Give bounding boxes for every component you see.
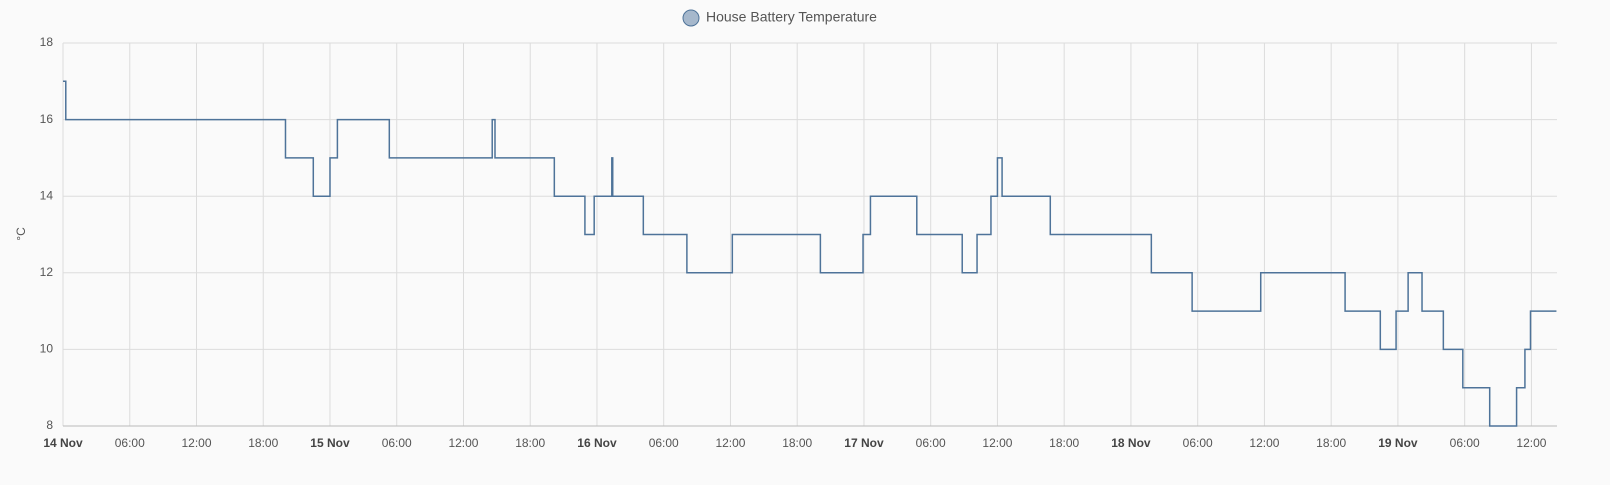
x-tick-label: 12:00 [181,436,211,450]
x-tick-label: 12:00 [982,436,1012,450]
x-tick-label: 19 Nov [1378,436,1418,450]
x-tick-label: 17 Nov [844,436,884,450]
legend-marker[interactable] [682,9,700,27]
x-tick-label: 12:00 [448,436,478,450]
x-tick-label: 18:00 [515,436,545,450]
x-tick-label: 06:00 [115,436,145,450]
x-tick-label: 12:00 [715,436,745,450]
x-tick-label: 06:00 [1450,436,1480,450]
y-tick-label: 10 [40,342,54,356]
y-tick-label: 12 [40,265,54,279]
x-tick-label: 15 Nov [310,436,350,450]
x-tick-label: 06:00 [649,436,679,450]
x-tick-label: 14 Nov [43,436,83,450]
x-tick-label: 12:00 [1249,436,1279,450]
data-line [63,80,1557,427]
y-axis-title: °C [14,227,28,241]
y-tick-label: 8 [46,418,53,432]
x-tick-label: 18:00 [1049,436,1079,450]
x-tick-label: 12:00 [1516,436,1546,450]
y-tick-label: 18 [40,35,54,49]
x-tick-label: 18 Nov [1111,436,1151,450]
x-tick-label: 18:00 [782,436,812,450]
x-tick-label: 06:00 [382,436,412,450]
y-tick-label: 16 [40,112,54,126]
x-tick-label: 06:00 [916,436,946,450]
x-tick-label: 16 Nov [577,436,617,450]
x-tick-label: 06:00 [1183,436,1213,450]
x-tick-label: 18:00 [1316,436,1346,450]
y-tick-label: 14 [40,188,54,202]
x-tick-label: 18:00 [248,436,278,450]
legend-label[interactable]: House Battery Temperature [706,9,877,25]
